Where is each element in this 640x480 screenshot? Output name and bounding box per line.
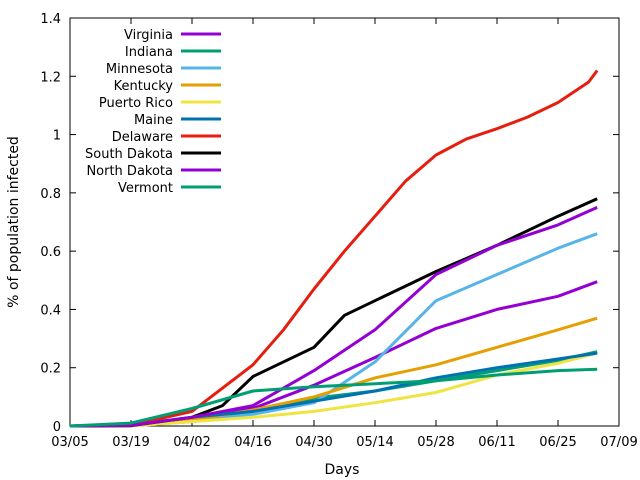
plot-area-frame [69, 17, 620, 427]
series-line-puerto-rico [70, 351, 598, 428]
legend-label-kentucky: Kentucky [114, 79, 174, 94]
x-tick-label: 03/19 [112, 435, 149, 450]
series-line-delaware [69, 69, 599, 428]
x-tick-label: 04/30 [295, 435, 332, 450]
legend-label-puerto-rico: Puerto Rico [99, 96, 173, 111]
legend: Virginia Indiana Minnesota Kentucky Puerto R… [85, 28, 221, 196]
y-tick-label: 0 [53, 420, 61, 435]
y-axis-label: % of population infected [6, 136, 22, 308]
x-tick-label: 06/25 [539, 435, 576, 450]
legend-label-virginia: Virginia [124, 28, 173, 43]
y-tick-label: 0.6 [40, 245, 61, 260]
x-axis-label: Days [325, 462, 360, 478]
x-tick-label: 05/14 [356, 435, 393, 450]
legend-label-maine: Maine [134, 113, 173, 128]
series-lines [69, 69, 599, 428]
y-tick-label: 0.2 [40, 362, 61, 377]
y-tick-label: 1.2 [40, 70, 61, 85]
x-tick-label: 04/02 [173, 435, 210, 450]
y-tick-label: 1.4 [40, 12, 61, 27]
series-line-virginia [69, 280, 598, 428]
x-tick-label: 03/05 [51, 435, 88, 450]
y-axis: 0 0.2 0.4 0.6 0.8 1 1.2 1.4 [40, 12, 619, 435]
legend-label-north-dakota: North Dakota [86, 164, 173, 179]
x-tick-label: 07/09 [600, 435, 637, 450]
legend-label-minnesota: Minnesota [106, 62, 173, 77]
x-tick-label: 05/28 [417, 435, 454, 450]
x-axis: 03/05 03/19 04/02 04/16 04/30 05/14 05/28 06/11… [51, 18, 638, 450]
y-tick-label: 0.4 [40, 303, 61, 318]
x-tick-label: 04/16 [234, 435, 271, 450]
x-tick-label: 06/11 [478, 435, 515, 450]
legend-label-indiana: Indiana [125, 45, 173, 60]
legend-label-delaware: Delaware [112, 130, 173, 145]
y-tick-label: 1 [53, 129, 61, 144]
y-tick-label: 0.8 [40, 187, 61, 202]
series-line-vermont [69, 367, 598, 428]
legend-label-vermont: Vermont [118, 181, 173, 196]
legend-label-south-dakota: South Dakota [85, 147, 173, 162]
series-line-north-dakota [69, 206, 598, 428]
